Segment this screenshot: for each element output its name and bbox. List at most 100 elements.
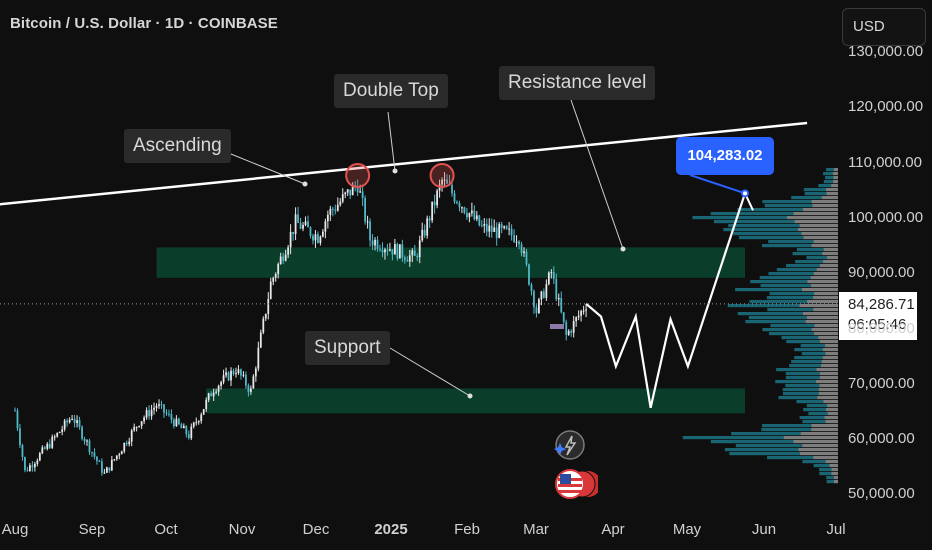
volume-bar (825, 460, 838, 464)
double-top-connector (387, 111, 396, 172)
volume-bar (810, 284, 838, 288)
volume-bar (821, 360, 838, 364)
candle-body (364, 198, 367, 222)
volume-bar (782, 392, 819, 396)
candle-body (225, 372, 227, 376)
volume-bar (831, 184, 838, 188)
note-double-top[interactable]: Double Top (334, 74, 448, 108)
volume-bar (807, 300, 838, 304)
volume-bar (802, 208, 838, 212)
volume-bar (778, 396, 818, 400)
price-zone-0 (156, 247, 746, 278)
volume-profile (682, 168, 838, 484)
volume-bar (786, 264, 820, 268)
candle-body (195, 422, 198, 424)
candle-body (202, 409, 205, 415)
volume-bar (767, 308, 814, 312)
volume-bar (811, 428, 838, 432)
candles (14, 172, 587, 476)
candle-body (63, 420, 66, 430)
candle-body (16, 410, 19, 429)
candle-body (200, 414, 203, 422)
candle-body (354, 184, 357, 187)
candle-body (105, 467, 108, 473)
candle-body (408, 255, 411, 262)
candle-body (468, 213, 471, 218)
candle-body (309, 227, 312, 236)
candle-body (232, 370, 235, 374)
volume-bar (768, 332, 814, 336)
volume-bar (819, 468, 832, 472)
candle-body (110, 459, 113, 471)
volume-bar (792, 252, 823, 256)
candle-body (500, 224, 503, 228)
volume-bar (794, 348, 823, 352)
candle-body (508, 228, 511, 230)
candle-body (386, 249, 389, 251)
candle-body (123, 442, 126, 452)
note-resistance[interactable]: Resistance level (499, 66, 656, 100)
candle-body (483, 223, 486, 226)
volume-bar (802, 444, 838, 448)
volume-bar (826, 476, 834, 480)
candle-body (461, 207, 463, 209)
candle-body (371, 240, 374, 246)
candle-body (336, 204, 339, 211)
candle-body (523, 251, 525, 253)
candle-body (71, 418, 74, 420)
candle-body (175, 418, 178, 427)
volume-bar (826, 256, 838, 260)
candle-body (431, 201, 434, 221)
candle-body (61, 429, 64, 432)
candle-body (103, 472, 106, 474)
candle-body (369, 221, 371, 241)
candle-body (299, 222, 302, 229)
volume-bar (798, 448, 838, 452)
volume-bar (813, 464, 830, 468)
x-tick-label: Jun (751, 521, 777, 538)
candle-body (513, 235, 515, 242)
candle-body (43, 447, 46, 449)
volume-bar (723, 228, 798, 232)
candle-body (212, 392, 215, 397)
candle-body (441, 179, 443, 185)
lightning-icon[interactable] (551, 427, 587, 463)
candle-body (19, 428, 21, 446)
volume-bar (785, 384, 820, 388)
candle-body (192, 422, 195, 427)
candle-body (463, 207, 466, 213)
candle-body (113, 459, 116, 461)
volume-bar (768, 240, 814, 244)
note-support[interactable]: Support (305, 331, 390, 365)
candle-body (344, 192, 347, 195)
candle-body (552, 272, 555, 280)
x-tick-label: Apr (601, 521, 625, 538)
x-tick-label: Jul (826, 521, 846, 538)
volume-bar (799, 452, 838, 456)
candle-body (58, 431, 61, 433)
candle-body (550, 272, 553, 274)
currency-button[interactable]: USD (842, 8, 926, 46)
candle-body (128, 441, 131, 445)
volume-bar (817, 396, 838, 400)
candle-body (582, 310, 585, 312)
candle-body (485, 223, 488, 232)
candle-body (177, 418, 180, 425)
candle-body (403, 257, 406, 261)
volume-bar (760, 284, 811, 288)
candle-body (133, 426, 136, 431)
note-ascending[interactable]: Ascending (124, 129, 231, 163)
candle-body (458, 203, 461, 208)
target-callout[interactable]: 104,283.02 (676, 137, 774, 175)
us-flag-icon[interactable] (554, 466, 598, 502)
candle-body (282, 256, 285, 261)
volume-bar (803, 188, 827, 192)
candle-body (374, 239, 376, 246)
candle-body (272, 277, 275, 282)
candle-body (235, 373, 237, 375)
candle-body (470, 210, 473, 214)
volume-bar (803, 408, 826, 412)
volume-bar (761, 428, 812, 432)
candle-body (317, 234, 319, 243)
